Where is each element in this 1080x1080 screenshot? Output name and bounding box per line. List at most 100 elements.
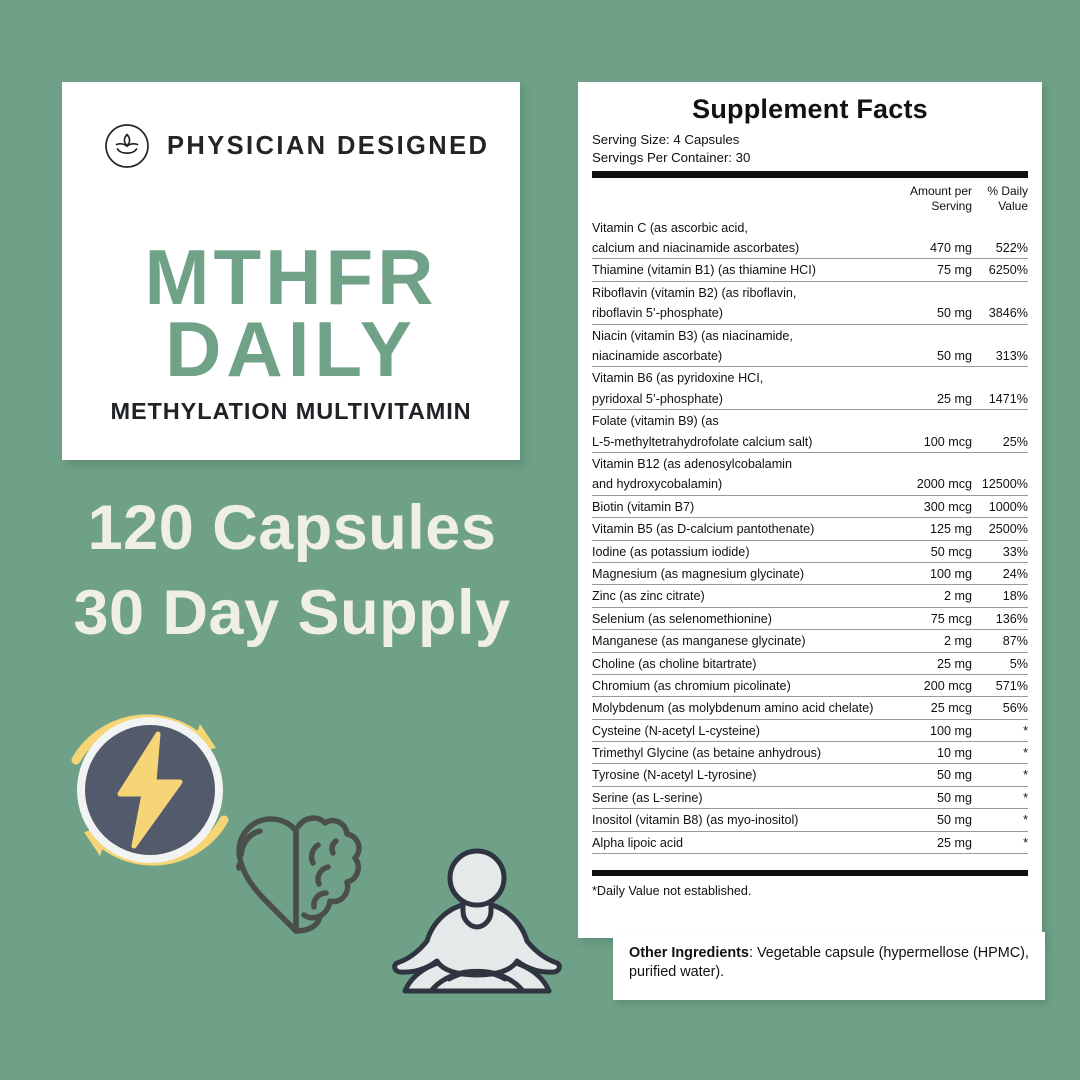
nutrient-daily-value: 6250% [972, 258, 1028, 282]
nutrition-table-body: Amount per Serving % Daily Value Vitamin… [592, 178, 1028, 855]
thick-rule-top [592, 171, 1028, 179]
nutrient-name-line2: pyridoxal 5’-phosphate) [592, 391, 723, 406]
nutrient-daily-value: * [972, 741, 1028, 765]
nutrient-name-line1: Thiamine (vitamin B1) (as thiamine HCI) [592, 263, 816, 278]
nutrient-name: Vitamin B6 (as pyridoxine HCI, pyridoxal … [592, 366, 892, 411]
product-name-line1: MTHFR [144, 233, 438, 321]
nutrient-name: Selenium (as selenomethionine) [592, 607, 892, 631]
header-daily-value: % Daily Value [972, 178, 1028, 216]
nutrient-name-line1: Trimethyl Glycine (as betaine anhydrous) [592, 746, 822, 761]
nutrient-name-line1: Vitamin B5 (as D-calcium pantothenate) [592, 522, 815, 537]
table-row: Riboflavin (vitamin B2) (as riboflavin, r… [592, 281, 1028, 325]
supply-info: 120 Capsules 30 Day Supply [62, 486, 522, 656]
table-row: Manganese (as manganese glycinate) 2 mg 87… [592, 629, 1028, 653]
nutrient-daily-value: 24% [972, 562, 1028, 586]
table-row: Folate (vitamin B9) (as L-5-methyltetrahy… [592, 409, 1028, 453]
nutrient-amount: 50 mg [892, 324, 972, 368]
nutrient-name: Manganese (as manganese glycinate) [592, 629, 892, 653]
product-subtitle: METHYLATION MULTIVITAMIN [110, 397, 472, 424]
nutrient-name-line1: Riboflavin (vitamin B2) (as riboflavin, [592, 285, 797, 300]
nutrient-daily-value: 1000% [972, 495, 1028, 519]
nutrient-name-line2: riboflavin 5’-phosphate) [592, 306, 723, 321]
nutrient-daily-value: 2500% [972, 517, 1028, 541]
servings-per-container: Servings Per Container: 30 [592, 150, 751, 166]
nutrient-amount: 100 mg [892, 562, 972, 586]
nutrient-name: Molybdenum (as molybdenum amino acid che… [592, 696, 892, 720]
nutrient-name: Inositol (vitamin B8) (as myo-inositol) [592, 808, 892, 832]
header-amount-per-serving: Amount per Serving [892, 178, 972, 216]
nutrient-amount: 470 mg [892, 216, 972, 260]
nutrient-name-line1: Alpha lipoic acid [592, 835, 684, 850]
table-row: Chromium (as chromium picolinate) 200 mcg… [592, 674, 1028, 698]
table-row: Trimethyl Glycine (as betaine anhydrous)… [592, 741, 1028, 765]
nutrient-name-line1: Molybdenum (as molybdenum amino acid che… [592, 701, 874, 716]
nutrient-daily-value: 33% [972, 540, 1028, 563]
header-blank [592, 178, 892, 216]
nutrient-name-line1: Selenium (as selenomethionine) [592, 611, 772, 626]
nutrient-name: Cysteine (N-acetyl L-cysteine) [592, 719, 892, 743]
nutrient-amount: 25 mcg [892, 696, 972, 720]
nutrient-name-line1: Vitamin C (as ascorbic acid, [592, 220, 748, 235]
other-ingredients-text: : Vegetable capsule (hypermellose (HPMC)… [629, 945, 1029, 981]
table-row: Vitamin C (as ascorbic acid, calcium and … [592, 216, 1028, 260]
table-row: Zinc (as zinc citrate) 2 mg 18% [592, 584, 1028, 608]
header-amount-line2: Serving [931, 199, 972, 214]
nutrient-daily-value: 3846% [972, 281, 1028, 325]
table-header-row: Amount per Serving % Daily Value [592, 178, 1028, 216]
supplement-facts-title: Supplement Facts [692, 94, 928, 124]
nutrient-amount: 125 mg [892, 517, 972, 541]
nutrient-daily-value: 522% [972, 216, 1028, 260]
nutrient-name: Vitamin B5 (as D-calcium pantothenate) [592, 517, 892, 541]
nutrient-name-line2: L-5-methyltetrahydrofolate calcium salt) [592, 434, 813, 449]
nutrient-amount: 2000 mcg [892, 452, 972, 496]
header-dv-line1: % Daily [987, 184, 1028, 199]
table-row: Inositol (vitamin B8) (as myo-inositol) 5… [592, 808, 1028, 832]
product-name-line2: DAILY [165, 304, 417, 393]
nutrient-name-line2: niacinamide ascorbate) [592, 349, 723, 364]
nutrient-name-line1: Tyrosine (N-acetyl L-tyrosine) [592, 768, 757, 783]
nutrient-amount: 100 mcg [892, 409, 972, 453]
nutrient-amount: 10 mg [892, 741, 972, 765]
nutrient-name-line1: Choline (as choline bitartrate) [592, 656, 757, 671]
serving-size: Serving Size: 4 Capsules [592, 132, 740, 147]
nutrient-name-line1: Inositol (vitamin B8) (as myo-inositol) [592, 813, 799, 828]
serving-info: Serving Size: 4 Capsules Servings Per Co… [592, 131, 1028, 167]
nutrient-daily-value: 571% [972, 674, 1028, 698]
physician-designed-label: PHYSICIAN DESIGNED [167, 131, 490, 160]
other-ingredients-panel: Other Ingredients: Vegetable capsule (hy… [613, 932, 1045, 1000]
table-row: Cysteine (N-acetyl L-cysteine) 100 mg * [592, 719, 1028, 743]
nutrient-name: Alpha lipoic acid [592, 831, 892, 855]
meditation-figure-icon [385, 845, 570, 1010]
nutrient-name: Riboflavin (vitamin B2) (as riboflavin, r… [592, 281, 892, 325]
nutrient-amount: 25 mg [892, 366, 972, 411]
table-row: Thiamine (vitamin B1) (as thiamine HCI) 7… [592, 258, 1028, 282]
nutrient-amount: 50 mg [892, 281, 972, 325]
table-row: Choline (as choline bitartrate) 25 mg 5% [592, 652, 1028, 675]
nutrient-name: Trimethyl Glycine (as betaine anhydrous) [592, 741, 892, 765]
nutrient-name-line2: and hydroxycobalamin) [592, 477, 723, 492]
nutrient-name: Thiamine (vitamin B1) (as thiamine HCI) [592, 258, 892, 282]
nutrient-daily-value: 313% [972, 324, 1028, 368]
nutrient-name: Biotin (vitamin B7) [592, 495, 892, 519]
header-dv-line2: Value [998, 199, 1028, 214]
nutrient-amount: 75 mcg [892, 607, 972, 631]
nutrient-daily-value: * [972, 831, 1028, 855]
nutrient-amount: 25 mg [892, 831, 972, 855]
nutrient-name: Vitamin B12 (as adenosylcobalamin and hyd… [592, 452, 892, 496]
nutrient-name-line1: Folate (vitamin B9) (as [592, 414, 719, 429]
nutrient-daily-value: 12500% [972, 452, 1028, 496]
nutrient-amount: 2 mg [892, 629, 972, 653]
nutrient-name-line1: Iodine (as potassium iodide) [592, 544, 750, 559]
nutrient-daily-value: * [972, 719, 1028, 743]
thick-rule-bottom [592, 870, 1028, 877]
nutrient-daily-value: * [972, 808, 1028, 832]
nutrient-daily-value: 87% [972, 629, 1028, 653]
nutrient-daily-value: 5% [972, 652, 1028, 675]
nutrient-amount: 50 mg [892, 808, 972, 832]
nutrient-daily-value: * [972, 786, 1028, 810]
table-row: Niacin (vitamin B3) (as niacinamide, niac… [592, 324, 1028, 368]
nutrient-name-line2: calcium and niacinamide ascorbates) [592, 241, 800, 256]
nutrition-table: Amount per Serving % Daily Value Vitamin… [592, 178, 1028, 855]
nutrient-amount: 50 mcg [892, 540, 972, 563]
nutrient-name-line1: Zinc (as zinc citrate) [592, 589, 705, 604]
